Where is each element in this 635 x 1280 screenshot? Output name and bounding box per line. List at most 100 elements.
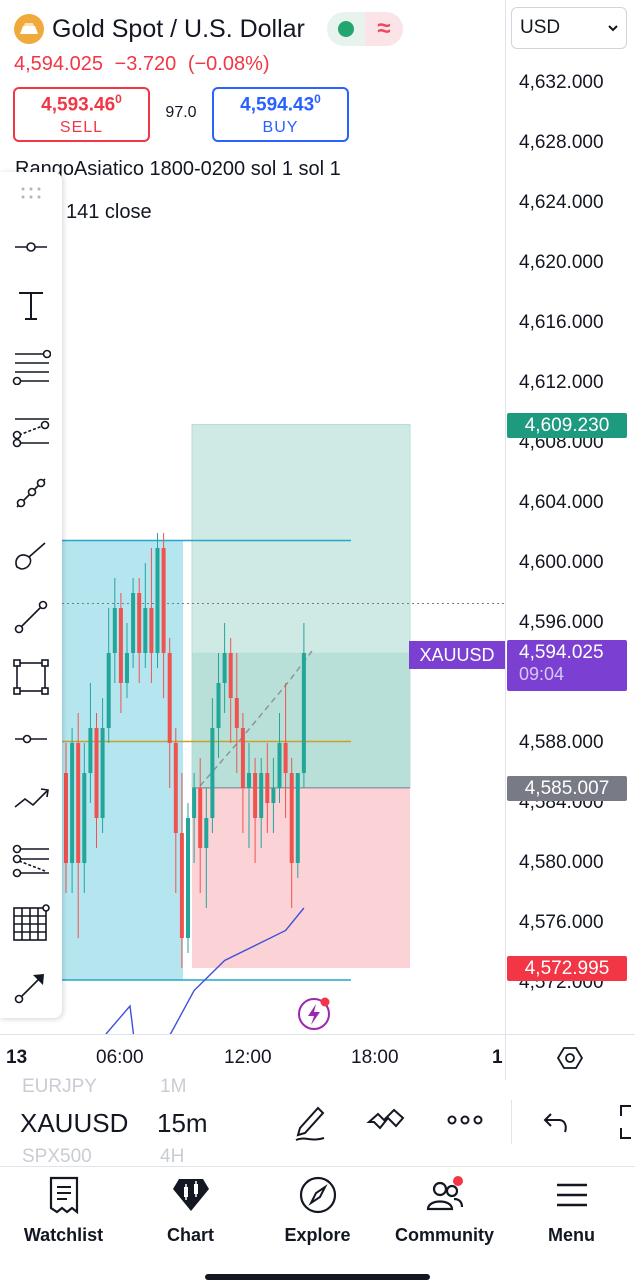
candle-body: [179, 833, 184, 938]
candle-body: [82, 773, 87, 863]
time-tick: 13: [6, 1047, 28, 1068]
candle-body: [173, 743, 178, 833]
bottom-navigation: Watchlist Chart Explore Community Menu: [0, 1166, 635, 1280]
pitchfork-icon[interactable]: [8, 408, 54, 454]
candle-body: [222, 653, 227, 683]
indicator-legend-1[interactable]: RangoAsiatico 1800-0200 sol 1 sol 1: [15, 158, 341, 180]
candle-body: [295, 773, 300, 863]
symbol-title-text: Gold Spot / U.S. Dollar: [52, 14, 305, 43]
last-price-line: 4,594.025 −3.720 (−0.08%): [14, 53, 270, 76]
open-profit-zone: [192, 652, 410, 788]
nav-chart[interactable]: Chart: [127, 1175, 254, 1246]
gold-icon: [14, 14, 44, 44]
candle-body: [64, 773, 68, 863]
candle-body: [112, 608, 117, 653]
stop-price-tag: 4,572.995: [507, 956, 627, 981]
arrow-tool-icon[interactable]: [8, 964, 54, 1010]
candle-body: [247, 773, 251, 788]
buy-button[interactable]: 4,594.430 BUY: [212, 87, 349, 142]
candle-body: [210, 728, 215, 818]
brush-tool-icon[interactable]: [8, 532, 54, 578]
entry-price-tag: 4,585.007: [507, 776, 627, 801]
price-tick: 4,624.000: [519, 192, 604, 213]
ghost-symbol-below: SPX500: [22, 1146, 92, 1167]
candle-body: [234, 698, 239, 728]
time-tick: 18:00: [351, 1047, 399, 1068]
chart-settings-icon[interactable]: [556, 1044, 584, 1077]
horizontal-line-icon[interactable]: [8, 716, 54, 762]
text-tool-icon[interactable]: [8, 282, 54, 328]
trend-line-icon[interactable]: [8, 594, 54, 640]
toolbar-drag-handle-icon[interactable]: [8, 178, 54, 208]
moving-average-line: [105, 907, 305, 1034]
candle-body: [240, 728, 245, 788]
candle-body: [265, 773, 270, 803]
candle-body: [149, 608, 154, 653]
market-status-pill[interactable]: ≈: [327, 12, 403, 46]
fib-retracement-icon[interactable]: [8, 344, 54, 390]
spread-value: 97.0: [165, 104, 197, 121]
nav-watchlist[interactable]: Watchlist: [0, 1175, 127, 1246]
candle-body: [125, 653, 129, 683]
price-tick: 4,576.000: [519, 912, 604, 933]
time-tick: 06:00: [96, 1047, 144, 1068]
notification-dot: [320, 997, 330, 1007]
cursor-cross-icon[interactable]: [8, 222, 54, 268]
chevron-down-icon: [608, 24, 618, 31]
nav-menu[interactable]: Menu: [508, 1175, 635, 1246]
price-tick: 4,612.000: [519, 372, 604, 393]
candle-body: [106, 653, 111, 728]
symbol-bar: EURJPY 1M XAUUSD 15m SPX500 4H: [0, 1076, 635, 1167]
nav-label: Chart: [166, 1225, 214, 1245]
candle-body: [167, 653, 172, 743]
nav-community[interactable]: Community: [381, 1175, 508, 1246]
indicator-legend-2[interactable]: 141 close: [66, 201, 152, 223]
grid-tool-icon[interactable]: [8, 900, 54, 946]
nav-label: Explore: [284, 1225, 351, 1245]
pen-tool-icon[interactable]: [292, 1102, 328, 1147]
gann-fan-icon[interactable]: [8, 838, 54, 884]
price-tick: 4,620.000: [519, 252, 604, 273]
candle-body: [259, 773, 264, 818]
candle-body: [76, 743, 81, 863]
drawings-icon[interactable]: [366, 1106, 406, 1141]
symbol-price-label: XAUUSD: [409, 641, 505, 669]
rectangle-tool-icon[interactable]: [8, 654, 54, 700]
candle-body: [289, 773, 294, 863]
price-tick: 4,600.000: [519, 552, 604, 573]
candle-body: [204, 818, 209, 848]
sell-price-sup: 0: [115, 92, 122, 107]
undo-icon[interactable]: [541, 1108, 571, 1141]
price-tick: 4,596.000: [519, 612, 604, 633]
buy-price-sup: 0: [314, 92, 321, 107]
trend-channel-icon[interactable]: [8, 470, 54, 516]
current-price-tag: 4,594.025 09:04: [507, 640, 627, 691]
fullscreen-icon[interactable]: [617, 1104, 635, 1145]
nav-explore[interactable]: Explore: [254, 1175, 381, 1246]
market-open-icon: [338, 21, 354, 37]
chart-icon: [172, 1179, 209, 1211]
interval-selector[interactable]: 15m: [157, 1108, 208, 1138]
sell-label: SELL: [59, 118, 104, 136]
price-chart[interactable]: [0, 0, 505, 1034]
take-profit-price-tag: 4,609.230: [507, 413, 627, 438]
currency-select[interactable]: USD: [511, 7, 627, 49]
price-tick: 4,628.000: [519, 132, 604, 153]
price-change-percent: (−0.08%): [187, 53, 270, 75]
sell-button[interactable]: 4,593.460 SELL: [13, 87, 150, 142]
candle-body: [228, 653, 233, 698]
candle-body: [198, 788, 203, 848]
buy-label: BUY: [262, 118, 299, 136]
candle-body: [131, 593, 136, 653]
home-indicator: [205, 1274, 430, 1280]
forecast-tool-icon[interactable]: [8, 776, 54, 822]
candle-body: [70, 743, 75, 863]
community-icon: [426, 1176, 463, 1211]
symbol-selector[interactable]: XAUUSD: [20, 1108, 129, 1138]
more-options-icon[interactable]: [446, 1108, 484, 1137]
ghost-symbol-above: EURJPY: [22, 1076, 97, 1097]
symbol-title[interactable]: Gold Spot / U.S. Dollar: [14, 12, 305, 46]
nav-label: Watchlist: [23, 1225, 104, 1245]
price-tick: 4,604.000: [519, 492, 604, 513]
projection-dashed-line: [199, 650, 313, 787]
